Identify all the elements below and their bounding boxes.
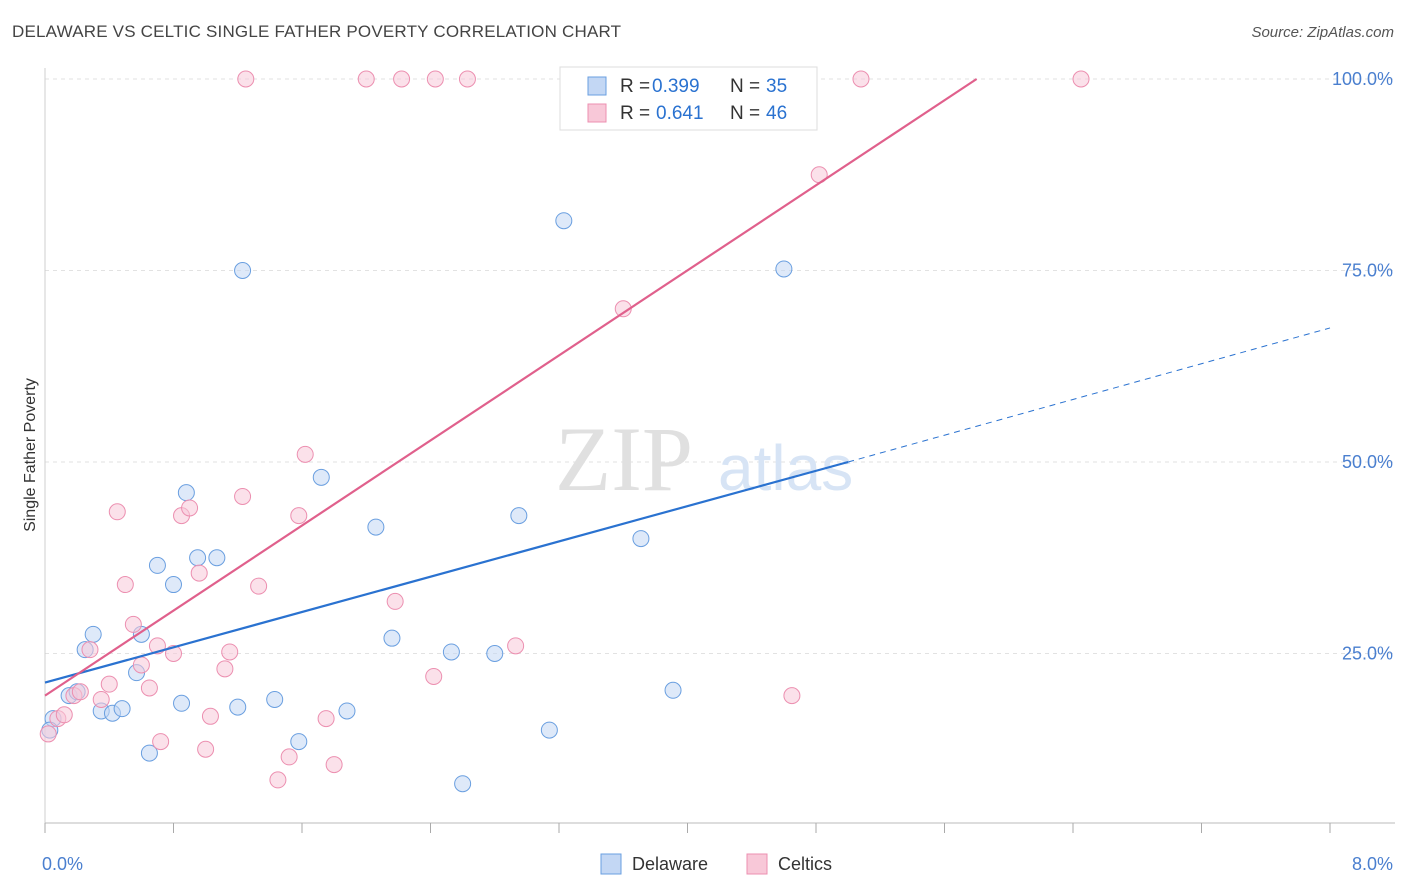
celtics-point — [393, 70, 411, 88]
delaware-r-label: R = — [620, 76, 650, 97]
y-tick-label: 100.0% — [1332, 69, 1393, 89]
celtics-point — [108, 503, 126, 521]
legend-celtics-label: Celtics — [778, 854, 832, 874]
celtics-point — [71, 683, 89, 701]
delaware-point — [632, 530, 650, 548]
celtics-point — [425, 667, 443, 685]
axes — [44, 68, 1395, 833]
delaware-point — [664, 681, 682, 699]
y-tick-label: 50.0% — [1342, 452, 1393, 472]
celtics-point — [507, 637, 525, 655]
y-axis-label: Single Father Poverty — [22, 378, 39, 532]
celtics-point — [190, 564, 208, 582]
delaware-point — [140, 744, 158, 762]
celtics-point — [100, 675, 118, 693]
celtics-point — [197, 740, 215, 758]
delaware-point — [208, 549, 226, 567]
celtics-point — [181, 499, 199, 517]
delaware-point — [454, 775, 472, 793]
celtics-point — [1072, 70, 1090, 88]
celtics-point — [81, 641, 99, 659]
celtics-point — [216, 660, 234, 678]
celtics-point — [116, 576, 134, 594]
celtics-n-label: N = — [730, 103, 760, 124]
celtics-point — [152, 733, 170, 751]
celtics-point — [201, 707, 219, 725]
delaware-point — [510, 507, 528, 525]
stats-legend: R = 0.399 N = 35 R = 0.641 N = 46 — [559, 66, 818, 131]
celtics-point — [55, 706, 73, 724]
delaware-point — [234, 262, 252, 279]
celtics-point — [269, 771, 287, 789]
delaware-n-value: 35 — [766, 76, 787, 97]
legend-delaware-swatch — [600, 853, 622, 875]
celtics-point — [290, 507, 308, 525]
delaware-stat-swatch — [587, 76, 607, 96]
delaware-point — [775, 260, 793, 278]
trend-lines — [44, 78, 1331, 697]
delaware-point — [148, 556, 166, 574]
celtics-point — [221, 643, 239, 661]
celtics-n-value: 46 — [766, 103, 787, 124]
y-tick-label: 25.0% — [1342, 644, 1393, 664]
celtics-point — [317, 710, 335, 728]
delaware-point — [555, 212, 573, 230]
delaware-point — [177, 484, 195, 502]
chart-title: DELAWARE VS CELTIC SINGLE FATHER POVERTY… — [12, 22, 622, 41]
legend-delaware-label: Delaware — [632, 854, 708, 874]
delaware-point — [338, 702, 356, 720]
delaware-point — [312, 468, 330, 486]
tick-labels: 25.0% 50.0% 75.0% 100.0% 0.0% 8.0% — [42, 69, 1393, 874]
celtics-trend-line — [44, 78, 978, 697]
delaware-point — [383, 629, 401, 647]
delaware-n-label: N = — [730, 76, 760, 97]
delaware-point — [173, 694, 191, 712]
delaware-point — [165, 576, 182, 594]
x-tick-label: 8.0% — [1352, 854, 1393, 874]
delaware-point — [229, 698, 247, 716]
delaware-point — [367, 518, 385, 536]
celtics-point — [234, 487, 252, 505]
delaware-point — [540, 721, 558, 739]
delaware-point — [442, 643, 460, 661]
delaware-point — [290, 733, 308, 751]
celtics-r-label: R = — [620, 103, 650, 124]
celtics-point — [852, 70, 870, 88]
celtics-point — [124, 615, 142, 633]
delaware-r-value: 0.399 — [652, 76, 700, 97]
x-tick-label: 0.0% — [42, 854, 83, 874]
celtics-point — [458, 70, 476, 88]
celtics-r-value: 0.641 — [656, 103, 704, 124]
data-points — [39, 70, 1090, 793]
source-label: Source: ZipAtlas.com — [1251, 24, 1394, 41]
celtics-point — [237, 70, 255, 88]
celtics-point — [39, 725, 57, 743]
celtics-point — [325, 756, 343, 774]
bottom-legend: Delaware Celtics — [600, 853, 832, 875]
celtics-point — [386, 592, 404, 610]
delaware-trend-line — [44, 460, 849, 684]
watermark-zip: ZIP — [555, 408, 693, 510]
delaware-point — [189, 549, 207, 567]
delaware-trend-extension — [847, 327, 1331, 463]
celtics-point — [426, 70, 444, 88]
celtics-point — [132, 656, 150, 674]
delaware-point — [84, 625, 102, 643]
celtics-point — [92, 690, 110, 708]
delaware-point — [486, 645, 504, 662]
legend-celtics-swatch — [746, 853, 768, 875]
celtics-stat-swatch — [587, 103, 607, 123]
delaware-point — [113, 700, 131, 718]
celtics-point — [783, 687, 801, 705]
celtics-point — [357, 70, 375, 88]
celtics-point — [296, 445, 314, 463]
y-tick-label: 75.0% — [1342, 261, 1393, 281]
delaware-point — [266, 690, 284, 708]
celtics-point — [140, 679, 158, 697]
watermark: ZIP atlas — [555, 408, 853, 510]
celtics-point — [250, 577, 268, 595]
celtics-point — [280, 748, 298, 766]
